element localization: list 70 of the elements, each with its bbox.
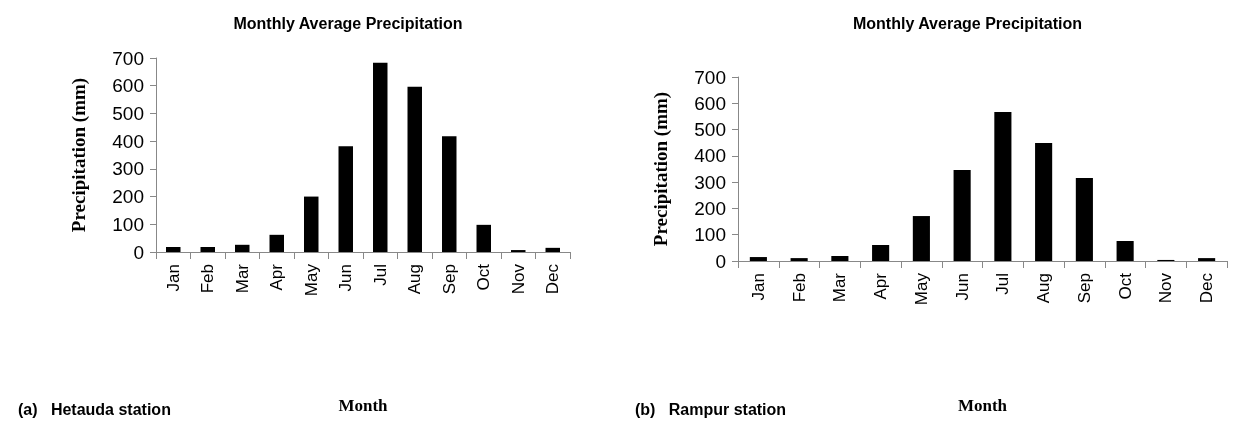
x-axis-title: Month xyxy=(338,396,389,415)
y-tick-label: 500 xyxy=(112,102,144,124)
x-tick-label: Dec xyxy=(1197,272,1217,304)
chart-title: Monthly Average Precipitation xyxy=(233,14,463,32)
bar xyxy=(994,111,1012,261)
x-tick-label: Jun xyxy=(336,264,356,292)
x-tick-label: Jan xyxy=(748,273,768,301)
bar xyxy=(1198,258,1216,261)
y-tick-label: 100 xyxy=(112,213,144,235)
y-tick-label: 700 xyxy=(694,66,726,88)
y-tick-label: 200 xyxy=(112,186,144,208)
bar xyxy=(831,256,849,261)
x-tick-label: Jan xyxy=(163,264,183,292)
y-tick-label: 600 xyxy=(112,75,144,97)
y-tick-label: 300 xyxy=(112,158,144,180)
x-axis-title: Month xyxy=(957,396,1008,415)
y-tick-label: 400 xyxy=(694,145,726,167)
x-tick-label: May xyxy=(911,272,931,306)
x-tick-label: Jul xyxy=(993,273,1013,295)
x-tick-label: Jul xyxy=(370,264,390,286)
x-tick-label: Oct xyxy=(474,263,494,291)
bar xyxy=(304,196,319,252)
bar xyxy=(442,136,457,252)
bar xyxy=(373,62,388,252)
bar xyxy=(1075,177,1093,261)
bar xyxy=(953,170,971,261)
y-tick-label: 200 xyxy=(694,197,726,219)
bar xyxy=(1035,142,1053,261)
chart-title: Monthly Average Precipitation xyxy=(852,14,1083,32)
x-tick-label: Aug xyxy=(405,264,425,295)
y-axis-title: Precipitation (mm) xyxy=(68,77,90,233)
y-tick-label: 600 xyxy=(694,92,726,114)
bar xyxy=(407,86,422,252)
x-tick-label: Oct xyxy=(1115,272,1135,300)
y-tick-label: 700 xyxy=(112,47,144,69)
y-axis-title: Precipitation (mm) xyxy=(650,91,672,247)
x-tick-label: Jun xyxy=(952,273,972,301)
x-tick-label: May xyxy=(301,263,321,297)
y-tick-label: 0 xyxy=(133,241,144,263)
text: (a) Hetauda station xyxy=(18,400,171,418)
bar xyxy=(749,257,767,261)
x-tick-label: Mar xyxy=(830,272,850,303)
x-tick-label: Nov xyxy=(1156,272,1176,304)
x-tick-label: Mar xyxy=(232,263,252,294)
bar xyxy=(545,247,560,252)
x-tick-label: Apr xyxy=(871,272,891,300)
text: (b) Rampur station xyxy=(635,400,787,418)
x-tick-label: Aug xyxy=(1034,273,1054,304)
bar xyxy=(476,224,491,252)
y-tick-label: 100 xyxy=(694,224,726,246)
x-tick-label: Nov xyxy=(508,263,528,295)
y-tick-label: 300 xyxy=(694,171,726,193)
bar xyxy=(269,234,284,252)
x-tick-label: Feb xyxy=(789,273,809,303)
bar xyxy=(872,244,890,261)
bar xyxy=(200,247,215,252)
x-tick-label: Feb xyxy=(198,264,218,294)
x-tick-label: Sep xyxy=(439,264,459,295)
x-tick-label: Sep xyxy=(1074,273,1094,304)
x-tick-label: Apr xyxy=(267,263,287,291)
bar xyxy=(912,216,930,261)
bar xyxy=(790,258,808,261)
x-tick-label: Dec xyxy=(543,263,563,295)
bar xyxy=(338,146,353,252)
bar xyxy=(1116,241,1134,261)
y-tick-label: 500 xyxy=(694,119,726,141)
bar xyxy=(235,244,250,252)
y-tick-label: 0 xyxy=(715,250,726,272)
y-tick-label: 400 xyxy=(112,130,144,152)
bar xyxy=(166,247,181,252)
